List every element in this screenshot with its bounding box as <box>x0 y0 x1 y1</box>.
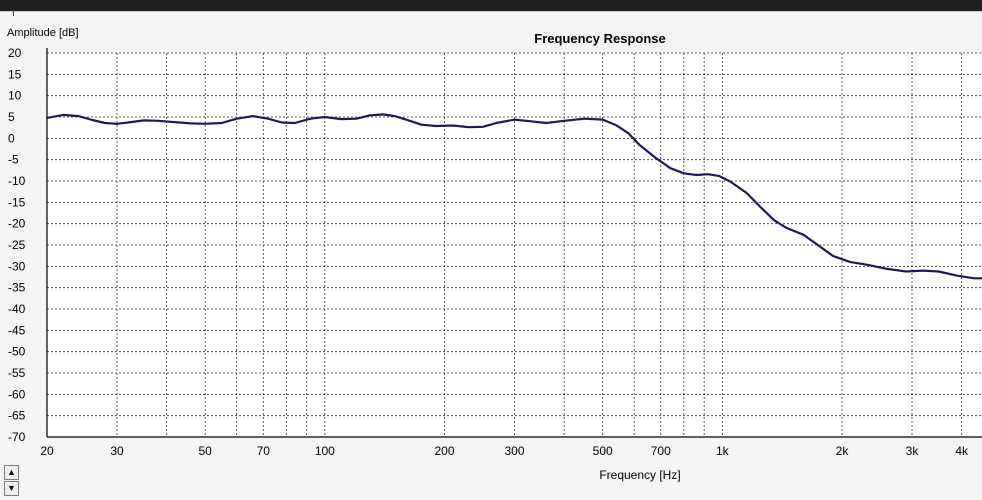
x-tick-label: 30 <box>110 444 124 458</box>
y-tick-label: -25 <box>8 238 26 252</box>
y-tick-label: -60 <box>8 387 26 401</box>
y-tick-label: -30 <box>8 259 26 273</box>
x-tick-labels: 20 30 50 70 100 200 300 500 700 1k 2k 3k 4k <box>40 444 969 458</box>
y-tick-label: 20 <box>8 46 22 60</box>
series-line <box>45 113 982 280</box>
x-tick-label: 20 <box>40 444 54 458</box>
x-tick-label: 100 <box>315 444 335 458</box>
y-tick-label: 15 <box>8 67 22 81</box>
scroll-up-button[interactable]: ▲ <box>4 465 19 480</box>
scroll-down-button[interactable]: ▼ <box>4 481 19 496</box>
toolbar-divider <box>13 10 14 16</box>
y-tick-label: 5 <box>8 110 15 124</box>
y-tick-label: -15 <box>8 195 26 209</box>
x-tick-label: 2k <box>836 444 850 458</box>
y-tick-label: -35 <box>8 281 26 295</box>
y-tick-label: -70 <box>8 430 26 444</box>
window-title-bar <box>0 0 982 11</box>
x-axis-label: Frequency [Hz] <box>599 468 680 482</box>
y-tick-label: -5 <box>8 153 19 167</box>
arrow-down-icon: ▼ <box>7 483 16 493</box>
series-layer <box>45 113 982 280</box>
x-tick-label: 70 <box>257 444 271 458</box>
x-tick-label: 1k <box>716 444 730 458</box>
y-tick-label: -50 <box>8 345 26 359</box>
x-tick-label: 500 <box>593 444 613 458</box>
axes <box>46 48 982 438</box>
y-tick-label: -55 <box>8 366 26 380</box>
x-tick-label: 200 <box>434 444 454 458</box>
arrow-up-icon: ▲ <box>7 467 16 477</box>
y-axis-label: Amplitude [dB] <box>7 27 79 39</box>
chart-title: Frequency Response <box>534 31 666 46</box>
y-tick-label: -10 <box>8 174 26 188</box>
x-tick-label: 50 <box>199 444 213 458</box>
y-tick-label: -20 <box>8 217 26 231</box>
y-tick-label: 0 <box>8 131 15 145</box>
x-tick-label: 700 <box>651 444 671 458</box>
x-tick-label: 4k <box>955 444 969 458</box>
y-tick-label: 10 <box>8 89 22 103</box>
y-tick-label: -65 <box>8 409 26 423</box>
y-tick-labels: 20 15 10 5 0 -5 -10 -15 -20 -25 -30 -35 -40 -45 -50 -55… <box>8 46 26 444</box>
x-tick-label: 3k <box>906 444 920 458</box>
x-tick-label: 300 <box>504 444 524 458</box>
y-tick-label: -40 <box>8 302 26 316</box>
y-tick-label: -45 <box>8 323 26 337</box>
